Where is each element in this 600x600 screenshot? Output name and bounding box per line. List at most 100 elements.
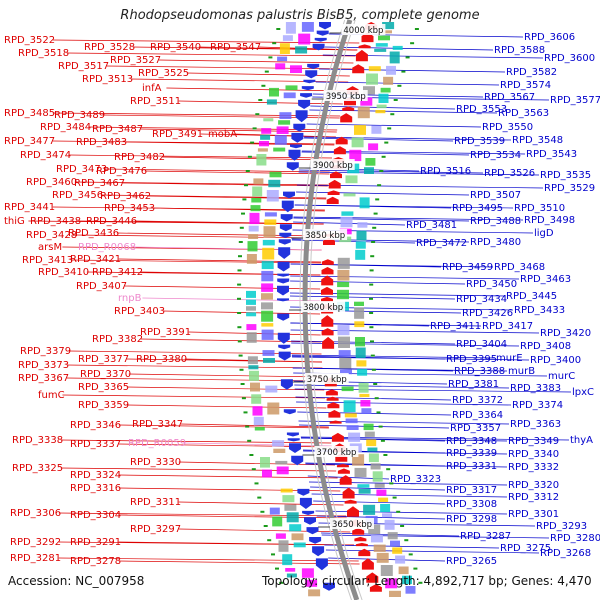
gene-label[interactable]: RPD_3436 <box>68 228 119 239</box>
gene-label[interactable]: RPD_3400 <box>530 355 581 366</box>
gene-label[interactable]: RPD_3441 <box>4 202 55 213</box>
gene-label[interactable]: RPD_3331 <box>446 461 497 472</box>
gene-label[interactable]: RPD_3487 <box>92 124 143 135</box>
gene-label[interactable]: RPD_3540 <box>150 42 201 53</box>
gene-label[interactable]: RPD_3553 <box>456 104 507 115</box>
gene-label[interactable]: RPD_3498 <box>524 215 575 226</box>
gene-label[interactable]: RPD_3420 <box>540 328 591 339</box>
gene-label[interactable]: RPD_3337 <box>70 439 121 450</box>
gene-label[interactable]: RPD_3268 <box>540 548 591 559</box>
gene-label[interactable]: RPD_3317 <box>446 485 497 496</box>
gene-label[interactable]: RPD_3473 <box>56 164 107 175</box>
gene-label[interactable]: RPD_3379 <box>20 346 71 357</box>
gene-label[interactable]: RPD_3434 <box>456 294 507 305</box>
gene-label[interactable]: RPD_3467 <box>74 178 125 189</box>
gene-label[interactable]: RPD_3316 <box>70 483 121 494</box>
gene-label[interactable]: RPD_3372 <box>452 395 503 406</box>
gene-label[interactable]: RPD_3477 <box>4 136 55 147</box>
gene-label[interactable]: RPD_3367 <box>18 373 69 384</box>
gene-label[interactable]: RPD_3516 <box>420 166 471 177</box>
gene-label[interactable]: RPD_3574 <box>500 80 551 91</box>
gene-label[interactable]: RPD_3364 <box>452 410 503 421</box>
gene-label[interactable]: RPD_3528 <box>84 42 135 53</box>
gene-label[interactable]: RPD_3527 <box>110 55 161 66</box>
gene-label[interactable]: RPD_3370 <box>80 369 131 380</box>
gene-label[interactable]: RPD_3338 <box>12 435 63 446</box>
gene-label[interactable]: RPD_3517 <box>58 61 109 72</box>
gene-label[interactable]: murB <box>508 366 535 377</box>
gene-label[interactable]: RPD_3511 <box>130 96 181 107</box>
gene-label[interactable]: RPD_3308 <box>446 499 497 510</box>
gene-label[interactable]: murE <box>496 353 523 364</box>
gene-label[interactable]: RPD_3298 <box>446 514 497 525</box>
gene-label[interactable]: RPD_3548 <box>512 135 563 146</box>
gene-label[interactable]: RPD_3606 <box>524 32 575 43</box>
gene-label[interactable]: thiG <box>4 216 25 227</box>
gene-label[interactable]: RPD_3446 <box>86 216 137 227</box>
gene-label[interactable]: RPD_3301 <box>508 509 559 520</box>
gene-label[interactable]: RPD_R0059 <box>128 438 186 449</box>
gene-label[interactable]: RPD_3348 <box>446 436 497 447</box>
gene-label[interactable]: RPD_3522 <box>4 35 55 46</box>
gene-label[interactable]: RPD_3472 <box>416 238 467 249</box>
gene-label[interactable]: RPD_3463 <box>520 274 571 285</box>
gene-label[interactable]: RPD_3411 <box>430 321 481 332</box>
gene-label[interactable]: RPD_3395 <box>446 354 497 365</box>
gene-label[interactable]: RPD_3459 <box>442 262 493 273</box>
gene-label[interactable]: ligD <box>534 228 554 239</box>
gene-label[interactable]: RPD_3325 <box>12 463 63 474</box>
gene-label[interactable]: RPD_3438 <box>30 216 81 227</box>
gene-label[interactable]: RPD_3539 <box>454 136 505 147</box>
gene-label[interactable]: RPD_3280 <box>550 533 600 544</box>
gene-label[interactable]: RPD_3462 <box>100 191 151 202</box>
gene-label[interactable]: RPD_3491 <box>152 129 203 140</box>
gene-label[interactable]: RPD_3563 <box>498 108 549 119</box>
gene-label[interactable]: RPD_3577 <box>550 95 600 106</box>
gene-label[interactable]: RPD_3543 <box>526 149 577 160</box>
gene-label[interactable]: RPD_3433 <box>514 305 565 316</box>
gene-label[interactable]: RPD_3482 <box>114 152 165 163</box>
gene-label[interactable]: RPD_3306 <box>10 508 61 519</box>
gene-label[interactable]: RPD_3456 <box>52 190 103 201</box>
gene-label[interactable]: RPD_3278 <box>70 556 121 567</box>
gene-label[interactable]: mobA <box>208 129 237 140</box>
gene-label[interactable]: RPD_3476 <box>96 166 147 177</box>
gene-label[interactable]: RPD_3513 <box>82 74 133 85</box>
gene-label[interactable]: RPD_3460 <box>26 177 77 188</box>
gene-label[interactable]: RPD_3265 <box>446 556 497 567</box>
gene-label[interactable]: RPD_3408 <box>520 341 571 352</box>
gene-label[interactable]: RPD_3403 <box>114 306 165 317</box>
gene-label[interactable]: RPD_3428 <box>26 230 77 241</box>
gene-label[interactable]: RPD_3450 <box>466 279 517 290</box>
gene-label[interactable]: RPD_3287 <box>460 531 511 542</box>
gene-label[interactable]: RPD_3304 <box>70 510 121 521</box>
gene-label[interactable]: RPD_3293 <box>536 521 587 532</box>
gene-label[interactable]: RPD_3413 <box>22 255 73 266</box>
gene-label[interactable]: RPD_3382 <box>92 334 143 345</box>
gene-label[interactable]: RPD_3340 <box>508 449 559 460</box>
gene-label[interactable]: RPD_3547 <box>210 42 261 53</box>
gene-label[interactable]: RPD_3320 <box>508 480 559 491</box>
gene-label[interactable]: RPD_3480 <box>470 237 521 248</box>
gene-label[interactable]: rnpB <box>118 293 142 304</box>
gene-label[interactable]: RPD_3391 <box>140 327 191 338</box>
gene-label[interactable]: infA <box>142 83 162 94</box>
gene-label[interactable]: RPD_3312 <box>508 492 559 503</box>
gene-label[interactable]: RPD_3388 <box>454 366 505 377</box>
gene-label[interactable]: RPD_3445 <box>506 291 557 302</box>
gene-label[interactable]: RPD_3359 <box>78 400 129 411</box>
gene-label[interactable]: RPD_3588 <box>494 45 545 56</box>
gene-label[interactable]: RPD_3291 <box>70 537 121 548</box>
gene-label[interactable]: RPD_3534 <box>470 150 521 161</box>
gene-label[interactable]: RPD_3404 <box>456 339 507 350</box>
gene-label[interactable]: RPD_3383 <box>510 383 561 394</box>
gene-label[interactable]: RPD_3550 <box>482 122 533 133</box>
gene-label[interactable]: RPD_3468 <box>494 262 545 273</box>
gene-label[interactable]: RPD_3347 <box>132 419 183 430</box>
gene-label[interactable]: fumC <box>38 390 65 401</box>
gene-label[interactable]: RPD_3374 <box>512 400 563 411</box>
gene-label[interactable]: RPD_3421 <box>70 254 121 265</box>
gene-label[interactable]: RPD_3407 <box>76 281 127 292</box>
gene-label[interactable]: RPD_3281 <box>10 553 61 564</box>
gene-label[interactable]: RPD_3526 <box>484 168 535 179</box>
